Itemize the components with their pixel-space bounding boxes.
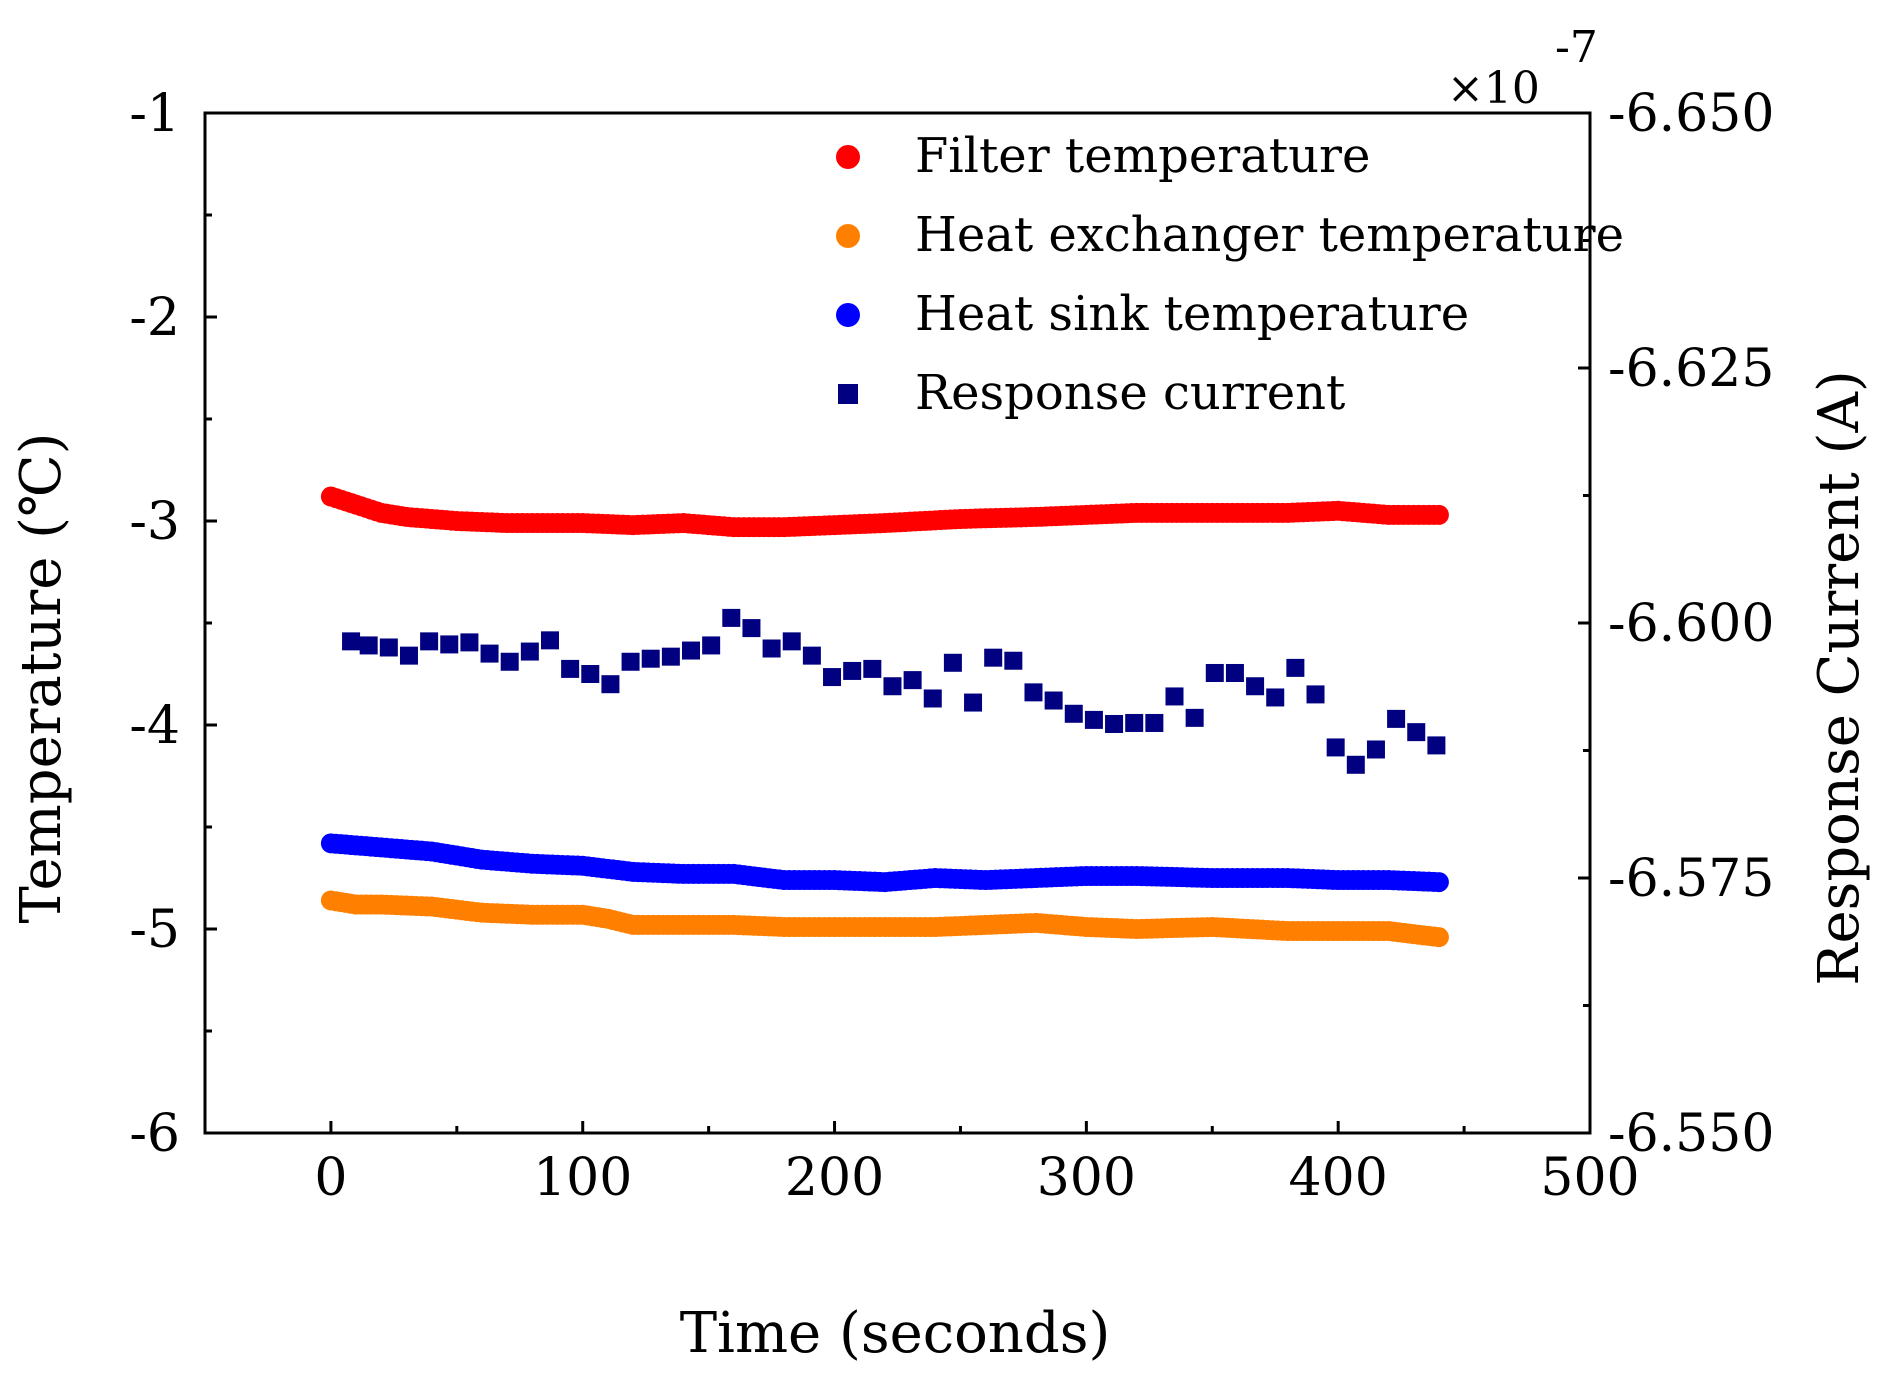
plot-area bbox=[320, 486, 1449, 948]
legend-label-response-current: Response current bbox=[915, 365, 1345, 421]
legend-marker-heat-exchanger-temperature bbox=[836, 224, 860, 248]
data-point bbox=[1044, 691, 1063, 710]
data-point bbox=[581, 665, 600, 683]
y-axis-right-multiplier-exponent: -7 bbox=[1555, 22, 1598, 73]
data-point bbox=[883, 677, 902, 696]
data-point bbox=[1084, 710, 1103, 729]
x-tick-label: 400 bbox=[1289, 1148, 1388, 1208]
data-point bbox=[440, 635, 459, 654]
data-point bbox=[520, 642, 539, 661]
axes: 0 100 200 300 400 500 -6 -5 -4 -3 -2 -1 -6.550 -6.575… bbox=[129, 84, 1774, 1208]
y-left-tick-label: -6 bbox=[129, 1104, 180, 1164]
legend-label-filter-temperature: Filter temperature bbox=[915, 128, 1370, 184]
data-point bbox=[1105, 714, 1124, 733]
series-heat-exchanger-temperature bbox=[320, 890, 1449, 948]
legend-marker-response-current bbox=[838, 384, 858, 404]
data-point bbox=[1428, 504, 1449, 525]
data-point bbox=[1145, 713, 1164, 732]
data-point bbox=[923, 689, 942, 708]
data-point bbox=[1064, 704, 1083, 723]
data-point bbox=[500, 652, 519, 671]
data-point bbox=[802, 646, 821, 665]
data-point bbox=[1125, 713, 1144, 732]
y-right-tick-label: -6.550 bbox=[1608, 1104, 1774, 1164]
data-point bbox=[1266, 688, 1285, 707]
data-point bbox=[641, 649, 660, 668]
y-left-tick-label: -3 bbox=[129, 492, 180, 552]
data-point bbox=[601, 675, 620, 694]
legend: Filter temperature Heat exchanger temper… bbox=[836, 128, 1624, 421]
y-left-tick-label: -2 bbox=[129, 288, 180, 348]
legend-marker-filter-temperature bbox=[836, 145, 860, 169]
data-point bbox=[682, 641, 701, 660]
data-point bbox=[1185, 708, 1204, 727]
data-point bbox=[621, 652, 640, 671]
data-point bbox=[943, 653, 962, 672]
data-point bbox=[742, 619, 761, 638]
data-point bbox=[342, 632, 361, 651]
data-point bbox=[1428, 872, 1449, 893]
x-tick-label: 500 bbox=[1540, 1148, 1639, 1208]
x-tick-label: 100 bbox=[533, 1148, 632, 1208]
data-point bbox=[359, 636, 378, 655]
x-tick-label: 200 bbox=[785, 1148, 884, 1208]
y-right-tick-label: -6.575 bbox=[1608, 849, 1774, 909]
data-point bbox=[1024, 683, 1043, 702]
data-point bbox=[1387, 709, 1406, 728]
data-point bbox=[420, 632, 439, 651]
x-tick-label: 300 bbox=[1037, 1148, 1136, 1208]
data-point bbox=[964, 693, 983, 712]
data-point bbox=[1346, 755, 1365, 774]
x-axis-title: Time (seconds) bbox=[680, 1301, 1111, 1366]
y-axis-left-title: Temperature (℃) bbox=[9, 432, 74, 923]
legend-label-heat-sink-temperature: Heat sink temperature bbox=[915, 286, 1469, 342]
data-point bbox=[1306, 685, 1325, 704]
data-point bbox=[540, 631, 559, 650]
data-point bbox=[1407, 723, 1426, 742]
series-heat-sink-temperature bbox=[320, 833, 1449, 893]
data-point bbox=[1326, 738, 1345, 757]
data-point bbox=[561, 659, 580, 678]
data-point bbox=[984, 648, 1003, 667]
data-point bbox=[1165, 687, 1184, 706]
data-point bbox=[460, 633, 479, 652]
data-point bbox=[661, 647, 680, 666]
y-left-tick-label: -1 bbox=[129, 84, 180, 144]
y-left-tick-label: -4 bbox=[129, 696, 180, 756]
data-point bbox=[1366, 740, 1385, 759]
data-point bbox=[1205, 663, 1224, 682]
data-point bbox=[903, 671, 922, 690]
data-point bbox=[480, 644, 499, 663]
series-response-current bbox=[342, 608, 1446, 774]
y-right-tick-label: -6.625 bbox=[1608, 339, 1774, 399]
data-point bbox=[399, 646, 418, 665]
legend-label-heat-exchanger-temperature: Heat exchanger temperature bbox=[915, 207, 1624, 263]
plot-frame bbox=[203, 111, 1592, 1135]
data-point bbox=[762, 639, 781, 658]
data-point bbox=[702, 636, 721, 655]
data-point bbox=[1225, 663, 1244, 682]
data-point bbox=[843, 661, 862, 680]
data-point bbox=[1428, 927, 1449, 948]
data-point bbox=[823, 668, 842, 687]
data-point bbox=[863, 659, 882, 678]
data-point bbox=[1246, 677, 1265, 696]
data-point bbox=[782, 632, 801, 651]
x-tick-label: 0 bbox=[314, 1148, 347, 1208]
data-point bbox=[1004, 651, 1023, 670]
y-axis-right-title: Response Current (A) bbox=[1807, 370, 1872, 985]
y-left-tick-label: -5 bbox=[129, 900, 180, 960]
data-point bbox=[722, 608, 741, 627]
data-point bbox=[1286, 658, 1305, 677]
series-filter-temperature bbox=[320, 486, 1449, 538]
y-axis-right-multiplier: ×10 bbox=[1447, 63, 1540, 114]
legend-marker-heat-sink-temperature bbox=[836, 303, 860, 327]
data-point bbox=[1427, 736, 1446, 755]
data-point bbox=[379, 638, 398, 657]
y-right-tick-label: -6.600 bbox=[1608, 594, 1774, 654]
y-right-tick-label: -6.650 bbox=[1608, 84, 1774, 144]
